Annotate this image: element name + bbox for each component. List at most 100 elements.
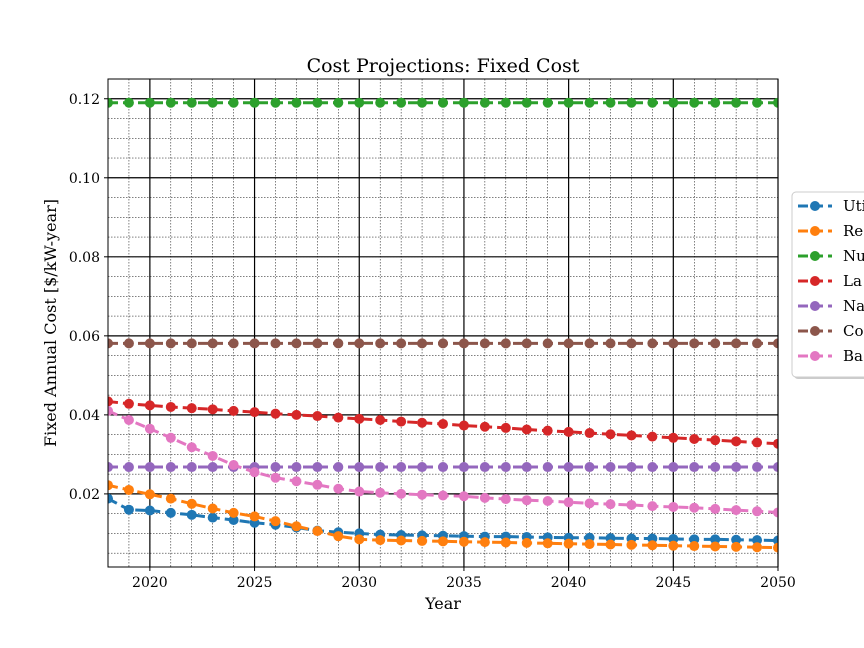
- series-line: [108, 483, 778, 550]
- y-tick-label: 0.08: [69, 250, 100, 266]
- legend-item-uti: Uti: [798, 197, 864, 215]
- data-point: [144, 505, 155, 516]
- data-point: [752, 542, 763, 553]
- data-point: [563, 338, 574, 349]
- data-point: [542, 338, 553, 349]
- data-point: [207, 503, 218, 514]
- data-point: [752, 97, 763, 108]
- data-point: [312, 526, 323, 537]
- legend: Uti Re Nu La Na Co Ba: [791, 191, 864, 379]
- legend-box: [791, 191, 864, 378]
- data-point: [584, 97, 595, 108]
- data-point: [773, 338, 778, 349]
- data-point: [144, 489, 155, 500]
- x-tick-label: 2045: [655, 575, 691, 591]
- data-point: [291, 462, 302, 473]
- data-point: [563, 497, 574, 508]
- data-point: [375, 97, 386, 108]
- data-point: [375, 487, 386, 498]
- series-layer: [108, 97, 778, 553]
- data-point: [689, 541, 700, 552]
- legend-marker: [810, 226, 820, 236]
- data-point: [165, 401, 176, 412]
- data-point: [479, 537, 490, 548]
- data-point: [417, 97, 428, 108]
- data-point: [710, 338, 721, 349]
- data-point: [521, 495, 532, 506]
- series-co: [108, 338, 778, 349]
- data-point: [144, 97, 155, 108]
- x-tick-label: 2040: [551, 575, 587, 591]
- data-point: [773, 438, 778, 449]
- y-tick-label: 0.12: [69, 92, 100, 108]
- data-point: [249, 338, 260, 349]
- data-point: [165, 338, 176, 349]
- data-point: [123, 415, 134, 426]
- data-point: [123, 462, 134, 473]
- data-point: [668, 540, 679, 551]
- data-point: [500, 462, 511, 473]
- data-point: [731, 541, 742, 552]
- data-point: [186, 403, 197, 414]
- data-point: [521, 338, 532, 349]
- data-point: [605, 539, 616, 550]
- legend-label: Nu: [843, 247, 864, 265]
- data-point: [458, 536, 469, 547]
- series-re: [108, 480, 778, 553]
- data-point: [668, 501, 679, 512]
- data-point: [228, 338, 239, 349]
- legend-marker: [810, 276, 820, 286]
- data-point: [458, 420, 469, 431]
- legend-item-ba: Ba: [798, 347, 863, 365]
- data-point: [123, 504, 134, 515]
- data-point: [626, 97, 637, 108]
- data-point: [333, 462, 344, 473]
- data-point: [647, 540, 658, 551]
- data-point: [752, 506, 763, 517]
- data-point: [521, 537, 532, 548]
- legend-label: La: [843, 272, 862, 290]
- data-point: [710, 503, 721, 514]
- data-point: [731, 436, 742, 447]
- data-point: [354, 413, 365, 424]
- data-point: [207, 338, 218, 349]
- data-point: [773, 97, 778, 108]
- data-point: [710, 462, 721, 473]
- data-point: [270, 408, 281, 419]
- data-point: [165, 432, 176, 443]
- data-point: [605, 429, 616, 440]
- data-point: [647, 501, 658, 512]
- data-point: [542, 425, 553, 436]
- data-point: [438, 490, 448, 501]
- data-point: [270, 472, 281, 483]
- data-point: [417, 338, 428, 349]
- data-point: [458, 338, 469, 349]
- data-point: [438, 462, 448, 473]
- data-point: [108, 462, 113, 473]
- data-point: [752, 437, 763, 448]
- legend-label: Uti: [843, 197, 864, 215]
- data-point: [291, 521, 302, 532]
- data-point: [228, 97, 239, 108]
- data-point: [752, 338, 763, 349]
- data-point: [668, 432, 679, 443]
- data-point: [123, 398, 134, 409]
- x-axis-ticks: 2020 2025 2030 2035 2040 2045 2050: [132, 567, 796, 591]
- y-axis-title: Fixed Annual Cost [$/kW-year]: [41, 199, 60, 447]
- x-axis-title: Year: [424, 594, 461, 613]
- data-point: [626, 499, 637, 510]
- data-point: [710, 97, 721, 108]
- data-point: [165, 462, 176, 473]
- data-point: [584, 462, 595, 473]
- data-point: [186, 462, 197, 473]
- data-point: [438, 338, 448, 349]
- data-point: [689, 433, 700, 444]
- data-point: [312, 411, 323, 422]
- data-point: [689, 338, 700, 349]
- data-point: [710, 541, 721, 552]
- data-point: [731, 534, 742, 545]
- data-point: [500, 494, 511, 505]
- data-point: [438, 97, 448, 108]
- y-tick-label: 0.06: [69, 329, 100, 345]
- data-point: [542, 97, 553, 108]
